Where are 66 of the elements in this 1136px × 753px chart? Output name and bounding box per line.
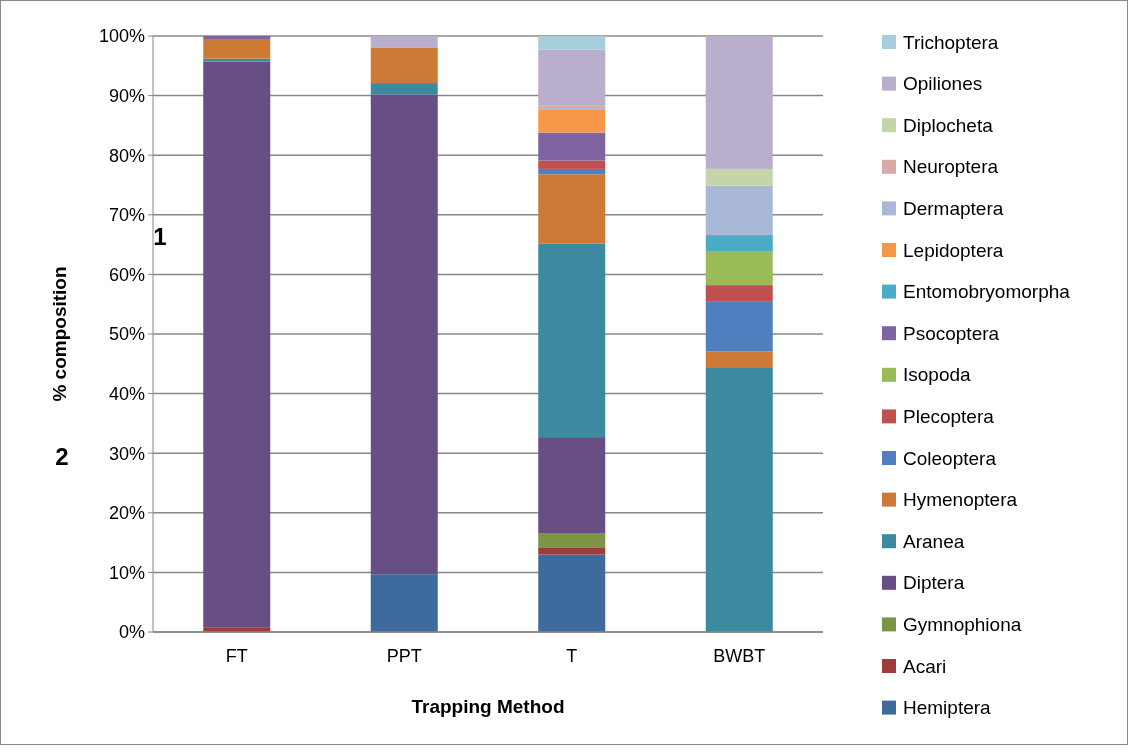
bar <box>203 61 271 628</box>
x-tick-label: T <box>566 646 578 666</box>
bar <box>538 49 606 106</box>
legend-label: Psocoptera <box>903 322 1000 344</box>
text: 2 <box>55 443 69 470</box>
y-tick-label: 0% <box>118 622 145 643</box>
bar <box>538 160 606 169</box>
bar <box>370 36 438 48</box>
bar <box>370 94 438 575</box>
bar <box>538 109 606 133</box>
legend-label: Neuroptera <box>903 156 999 178</box>
annotation: 1 <box>153 223 167 250</box>
y-tick-label: 30% <box>108 443 145 464</box>
bar <box>203 36 271 39</box>
legend-label: Diptera <box>903 572 965 594</box>
bar <box>705 36 773 169</box>
legend-label: Acari <box>903 655 947 677</box>
bar <box>705 285 773 302</box>
bar <box>538 437 606 534</box>
bar <box>538 168 606 175</box>
y-tick-label: 80% <box>108 145 145 166</box>
bar <box>705 168 773 186</box>
y-tick-label: 20% <box>108 503 145 524</box>
bar <box>538 533 606 548</box>
bar <box>370 574 438 632</box>
y-tick-label: 10% <box>108 562 145 583</box>
y-tick-label: 90% <box>108 85 145 106</box>
bar <box>538 547 606 555</box>
bar <box>370 83 438 95</box>
bar <box>705 235 773 252</box>
bar <box>538 243 606 438</box>
bar <box>538 554 606 632</box>
x-tick-label: BWBT <box>713 646 766 666</box>
bar <box>705 251 773 286</box>
bar <box>538 36 606 50</box>
legend-label: Trichoptera <box>903 31 999 53</box>
legend-label: Hemiptera <box>903 697 992 719</box>
bar <box>538 174 606 244</box>
y-tick-label: 40% <box>108 383 145 404</box>
bar <box>203 38 271 59</box>
bar <box>705 351 773 368</box>
y-tick-label: 70% <box>108 205 145 226</box>
legend-label: Gymnophiona <box>903 614 1022 636</box>
y-tick-label: 50% <box>108 324 145 345</box>
bar <box>538 132 606 161</box>
x-tick-label: PPT <box>386 646 422 666</box>
bar <box>705 367 773 632</box>
legend-label: Dermaptera <box>903 198 1004 220</box>
x-tick-label: FT <box>225 646 248 666</box>
legend-label: Plecoptera <box>903 406 995 428</box>
legend-label: Entomobryomorpha <box>903 281 1071 303</box>
legend-label: Coleoptera <box>903 447 997 469</box>
bar <box>370 47 438 84</box>
bar <box>705 301 773 352</box>
y-axis-title: % composition <box>49 266 70 402</box>
legend-label: Hymenoptera <box>903 489 1018 511</box>
y-tick-label: 100% <box>98 26 145 47</box>
legend-label: Isopoda <box>903 364 972 386</box>
bar <box>705 185 773 236</box>
legend-label: Diplocheta <box>903 114 994 136</box>
legend-label: Lepidoptera <box>903 239 1004 261</box>
x-axis-title: Trapping Method <box>411 696 565 717</box>
bar <box>203 58 271 62</box>
y-tick-label: 60% <box>108 264 145 285</box>
legend-label: Opiliones <box>903 73 983 95</box>
legend-label: Aranea <box>903 530 965 552</box>
